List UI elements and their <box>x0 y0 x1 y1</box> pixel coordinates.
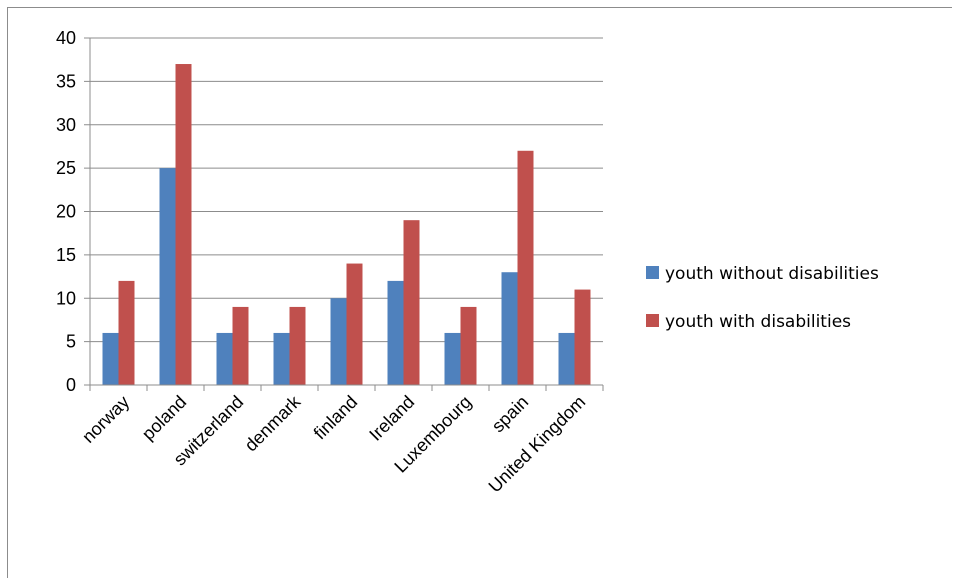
bar <box>558 332 575 385</box>
bar <box>346 263 363 385</box>
y-tick-label: 35 <box>56 71 76 91</box>
legend-label: youth with disabilities <box>665 312 851 332</box>
y-axis-ticks: 0 5 10 15 20 25 30 35 40 <box>56 28 90 395</box>
y-tick-label: 20 <box>56 202 76 222</box>
bar <box>460 306 477 385</box>
bar <box>232 306 249 385</box>
bar <box>273 332 290 385</box>
x-tick-label: poland <box>138 392 190 444</box>
y-tick-label: 10 <box>56 288 76 308</box>
bar <box>159 168 176 385</box>
y-tick-label: 15 <box>56 245 76 265</box>
bar <box>517 150 534 385</box>
bar <box>216 332 233 385</box>
legend-swatch <box>646 314 659 327</box>
y-tick-label: 0 <box>66 375 76 395</box>
bar <box>501 272 518 385</box>
y-tick-label: 25 <box>56 158 76 178</box>
y-tick-label: 30 <box>56 115 76 135</box>
x-tick-label: spain <box>488 392 533 437</box>
y-tick-label: 5 <box>66 332 76 352</box>
bar <box>387 280 404 385</box>
bars <box>102 64 591 386</box>
y-tick-label: 40 <box>56 28 76 48</box>
bar <box>289 306 306 385</box>
x-tick-label: Ireland <box>365 392 418 445</box>
bar <box>330 298 347 385</box>
bar <box>444 332 461 385</box>
legend: youth without disabilities youth with dis… <box>646 264 879 332</box>
legend-swatch <box>646 266 659 279</box>
x-tick-label: denmark <box>241 391 305 455</box>
x-tick-label: norway <box>78 392 133 447</box>
bar <box>118 280 135 385</box>
x-tick-label: United Kingdom <box>485 392 590 497</box>
axes <box>89 38 603 386</box>
bar <box>102 332 119 385</box>
bar <box>403 220 420 385</box>
legend-label: youth without disabilities <box>665 264 879 284</box>
x-tick-label: finland <box>310 392 362 444</box>
bar <box>175 64 192 386</box>
bar <box>574 289 591 385</box>
